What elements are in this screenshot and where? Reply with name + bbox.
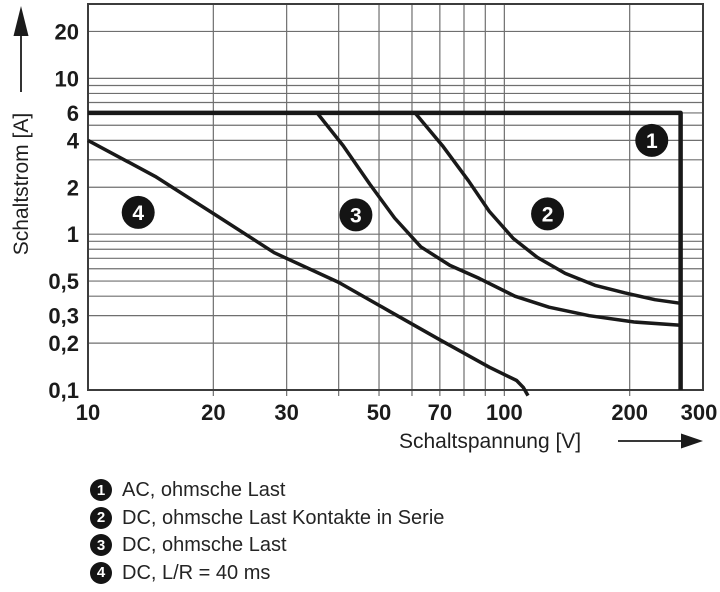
curve-3 [315, 111, 681, 328]
x-tick-label-200: 200 [611, 400, 648, 425]
y-axis-arrow-icon [13, 6, 29, 92]
legend-label: AC, ohmsche Last [122, 479, 286, 501]
y-tick-label-0,2: 0,2 [48, 331, 79, 356]
x-tick-label-10: 10 [76, 400, 100, 425]
curve-marker-2 [531, 197, 565, 231]
curve-marker-1 [635, 123, 669, 157]
legend-badge-3: 3 [90, 534, 112, 556]
legend-item: 3 DC, ohmsche Last [90, 534, 444, 556]
legend-label: DC, L/R = 40 ms [122, 561, 271, 584]
curve-marker-number: 4 [132, 202, 144, 225]
curve-marker-4 [121, 195, 155, 229]
y-tick-label-2: 2 [67, 175, 79, 200]
legend-badge-4: 4 [90, 561, 112, 584]
plot-frame [87, 3, 704, 391]
curve-marker-number: 2 [542, 203, 554, 226]
curves [87, 110, 683, 397]
x-axis-title: Schaltspannung [V] [399, 430, 582, 453]
y-tick-label-0,3: 0,3 [48, 304, 79, 329]
curve-4 [87, 138, 530, 397]
x-tick-label-30: 30 [274, 400, 298, 425]
gridlines [88, 4, 703, 396]
curve-marker-3 [339, 198, 373, 232]
x-tick-label-70: 70 [428, 400, 452, 425]
curve-marker-number: 1 [646, 130, 658, 153]
y-tick-label-1: 1 [67, 222, 79, 247]
y-tick-label-10: 10 [55, 66, 79, 91]
legend-item: 4 DC, L/R = 40 ms [90, 561, 444, 584]
x-tick-label-50: 50 [367, 400, 391, 425]
y-tick-label-20: 20 [55, 19, 79, 44]
x-tick-label-300: 300 [681, 400, 718, 425]
legend-badge-number: 2 [96, 509, 106, 526]
curve-markers: 1 2 3 4 [121, 123, 669, 232]
legend-label: DC, ohmsche Last [122, 534, 287, 556]
legend: 1 AC, ohmsche Last 2 DC, ohmsche Last Ko… [90, 479, 444, 589]
curve-1 [88, 110, 683, 390]
curve-2 [413, 111, 681, 306]
x-tick-label-100: 100 [486, 400, 523, 425]
plot-border [87, 3, 704, 391]
x-axis-arrow-icon [618, 433, 703, 449]
x-tick-label-20: 20 [201, 400, 225, 425]
y-tick-label-4: 4 [67, 128, 80, 153]
y-tick-label-0,5: 0,5 [48, 269, 79, 294]
legend-label: DC, ohmsche Last Kontakte in Serie [122, 506, 445, 529]
legend-badge-number: 4 [96, 564, 106, 581]
legend-badge-1: 1 [90, 479, 112, 501]
y-tick-label-0,1: 0,1 [48, 378, 79, 403]
y-tick-label-6: 6 [67, 101, 79, 126]
legend-item: 1 AC, ohmsche Last [90, 479, 444, 501]
legend-badge-2: 2 [90, 506, 112, 529]
y-axis-title: Schaltstrom [A] [10, 112, 33, 256]
legend-badge-number: 3 [96, 536, 106, 554]
legend-badge-number: 1 [96, 481, 106, 499]
legend-item: 2 DC, ohmsche Last Kontakte in Serie [90, 506, 445, 529]
curve-marker-number: 3 [350, 204, 362, 227]
